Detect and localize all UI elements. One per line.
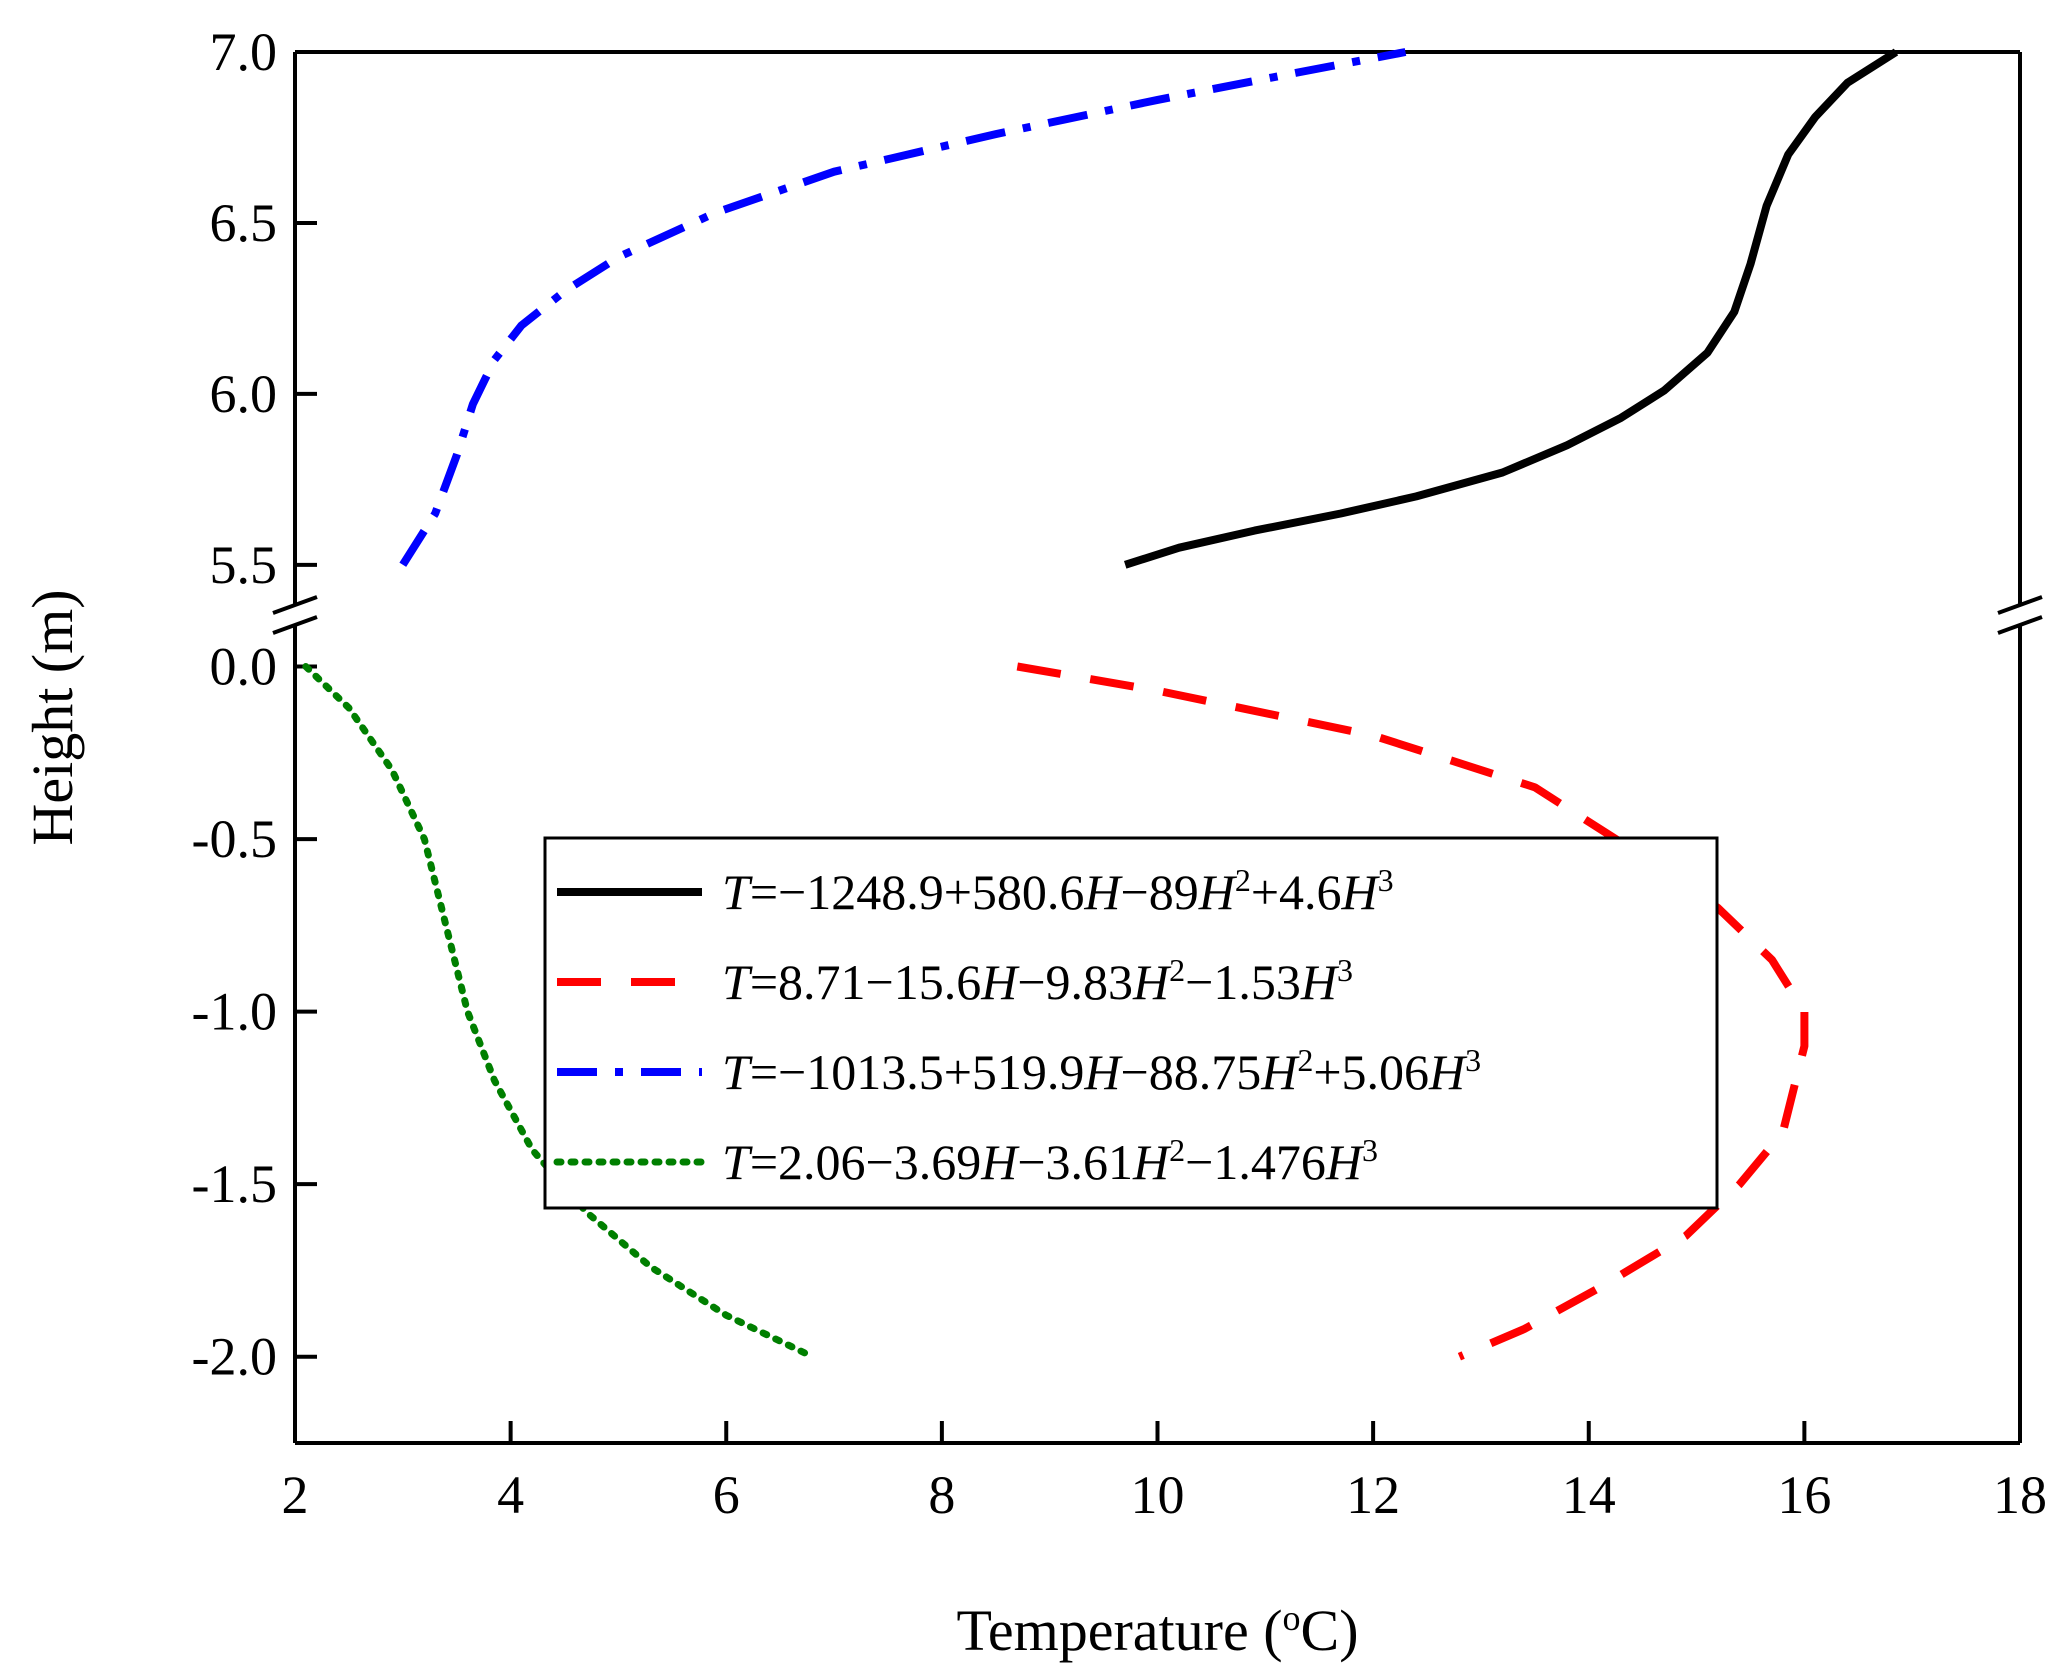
legend-label-part: 2 xyxy=(1169,1132,1185,1168)
legend-label-2: T=8.71−15.6H−9.83H2−1.53H3 xyxy=(722,952,1353,1010)
legend-label-part: T xyxy=(722,1044,753,1100)
x-tick-label: 14 xyxy=(1562,1465,1616,1525)
series-line-3 xyxy=(399,48,1407,567)
legend-label-part: 3 xyxy=(1465,1042,1481,1078)
legend-label-part: =8.71−15.6 xyxy=(750,954,981,1010)
legend-label-part: −9.83 xyxy=(1017,954,1133,1010)
legend-label-part: T xyxy=(722,954,753,1010)
legend-label-part: +4.6 xyxy=(1251,864,1342,920)
x-tick-label: 16 xyxy=(1777,1465,1831,1525)
y-axis: 5.5 6.0 6.5 7.0 -2.0 -1.5 -1.0 -0.5 0.0 xyxy=(192,22,317,1387)
legend-label-part: −3.61 xyxy=(1017,1134,1133,1190)
legend-label-part: =−1013.5+519.9 xyxy=(750,1044,1085,1100)
legend-label-part: −89 xyxy=(1121,864,1199,920)
x-tick-label: 8 xyxy=(928,1465,955,1525)
legend-label-part: =2.06−3.69 xyxy=(750,1134,981,1190)
legend-box xyxy=(543,836,1719,1210)
legend-label-part: H xyxy=(1132,954,1172,1010)
legend-label-part: H xyxy=(1198,864,1238,920)
x-tick-label: 12 xyxy=(1346,1465,1400,1525)
x-tick-label: 6 xyxy=(713,1465,740,1525)
legend-label-part: 2 xyxy=(1297,1042,1313,1078)
legend-label-part: H xyxy=(1083,864,1123,920)
legend-label-part: H xyxy=(980,1134,1020,1190)
x-axis-title-part: o xyxy=(1283,1598,1301,1638)
legend-label-part: +5.06 xyxy=(1313,1044,1429,1100)
series-line-2 xyxy=(1016,662,1809,1361)
axis-break-mark-left xyxy=(272,615,318,635)
y-tick-label: 0.0 xyxy=(210,637,278,697)
y-tick-label: -1.0 xyxy=(192,982,277,1042)
legend-label-1: T=−1248.9+580.6H−89H2+4.6H3 xyxy=(722,862,1394,920)
legend-label-part: 2 xyxy=(1169,952,1185,988)
legend: T=−1248.9+580.6H−89H2+4.6H3T=8.71−15.6H−… xyxy=(543,836,1719,1210)
axis-break-gap-left xyxy=(265,606,325,624)
y-tick-label: 6.0 xyxy=(210,364,278,424)
y-axis-title: Height (m) xyxy=(20,589,85,845)
series-line-4 xyxy=(302,663,816,1361)
legend-label-part: H xyxy=(1428,1044,1468,1100)
legend-label-3: T=−1013.5+519.9H−88.75H2+5.06H3 xyxy=(722,1042,1481,1100)
legend-label-part: T xyxy=(722,864,753,920)
x-tick-label: 18 xyxy=(1993,1465,2047,1525)
legend-label-part: H xyxy=(1300,954,1340,1010)
axis-break-mark-left xyxy=(272,595,318,615)
legend-label-part: =−1248.9+580.6 xyxy=(750,864,1085,920)
legend-label-part: H xyxy=(1260,1044,1300,1100)
axis-break-mark-right xyxy=(1997,615,2043,635)
legend-label-part: −1.476 xyxy=(1185,1134,1326,1190)
series-layer xyxy=(302,48,1899,1361)
x-axis-title-part: C) xyxy=(1301,1598,1359,1663)
legend-label-part: 3 xyxy=(1337,952,1353,988)
legend-label-part: 3 xyxy=(1378,862,1394,898)
x-tick-label: 4 xyxy=(497,1465,524,1525)
x-tick-label: 10 xyxy=(1131,1465,1185,1525)
legend-label-part: H xyxy=(1083,1044,1123,1100)
legend-label-part: 3 xyxy=(1362,1132,1378,1168)
y-tick-label: -2.0 xyxy=(192,1327,277,1387)
legend-label-4: T=2.06−3.69H−3.61H2−1.476H3 xyxy=(722,1132,1378,1190)
axis-titles: Temperature (oC) Height (m) xyxy=(20,589,1359,1663)
y-tick-label: -0.5 xyxy=(192,809,277,869)
axis-break-mark-right xyxy=(1997,595,2043,615)
legend-label-part: H xyxy=(980,954,1020,1010)
legend-label-part: −1.53 xyxy=(1185,954,1301,1010)
plot-frame xyxy=(265,50,2050,1445)
legend-label-part: H xyxy=(1325,1134,1365,1190)
legend-label-part: 2 xyxy=(1235,862,1251,898)
axis-break-gap-right xyxy=(1990,606,2050,624)
x-tick-label: 2 xyxy=(282,1465,309,1525)
x-axis: 2 4 6 8 10 12 14 16 18 xyxy=(282,1421,2047,1525)
x-axis-title: Temperature (oC) xyxy=(956,1598,1358,1663)
y-tick-label: -1.5 xyxy=(192,1154,277,1214)
y-tick-label: 5.5 xyxy=(210,535,278,595)
legend-label-part: T xyxy=(722,1134,753,1190)
legend-label-part: H xyxy=(1132,1134,1172,1190)
x-axis-title-part: Temperature ( xyxy=(956,1598,1282,1663)
y-tick-label: 6.5 xyxy=(210,193,278,253)
series-line-1 xyxy=(1123,48,1899,569)
legend-label-part: −88.75 xyxy=(1121,1044,1262,1100)
legend-label-part: H xyxy=(1341,864,1381,920)
y-tick-label: 7.0 xyxy=(210,22,278,82)
